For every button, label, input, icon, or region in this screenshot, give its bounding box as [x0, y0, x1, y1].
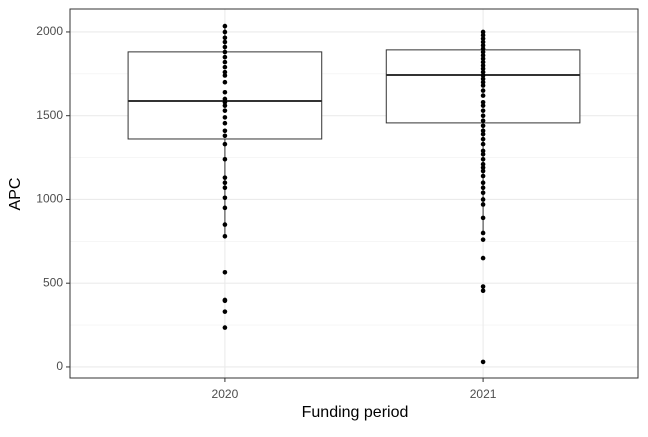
point [480, 88, 486, 93]
point [222, 298, 228, 304]
point [222, 54, 228, 60]
point [480, 173, 486, 179]
point [480, 63, 486, 68]
point [222, 180, 228, 185]
y-axis-title: APC [7, 178, 24, 211]
point [480, 165, 486, 170]
point [222, 35, 228, 41]
point [222, 73, 228, 78]
point [222, 99, 228, 105]
point [480, 103, 486, 108]
y-tick-label: 1000 [36, 192, 63, 206]
point [222, 325, 228, 330]
point [480, 141, 486, 147]
point [480, 123, 486, 129]
point [222, 49, 228, 55]
point [480, 118, 486, 124]
point [222, 156, 228, 162]
point [480, 69, 486, 75]
point [222, 141, 228, 147]
point [480, 230, 486, 236]
point [480, 180, 486, 185]
point [222, 133, 228, 139]
point [480, 93, 486, 98]
point [480, 161, 486, 167]
x-axis-title: Funding period [302, 404, 409, 421]
point [222, 59, 228, 65]
point [222, 96, 228, 102]
point [480, 148, 486, 154]
panel-border [69, 8, 639, 379]
y-tick-label: 1500 [36, 108, 63, 122]
point [480, 46, 486, 51]
y-tick-label: 0 [56, 359, 63, 373]
point [222, 108, 228, 113]
point [480, 359, 486, 365]
point [480, 215, 486, 221]
point [222, 89, 228, 95]
x-tick-label: 2020 [212, 387, 239, 401]
point [480, 43, 486, 48]
point [480, 255, 486, 261]
point [222, 309, 228, 314]
point [222, 103, 228, 108]
point [480, 131, 486, 137]
x-tick-label: 2021 [470, 387, 497, 401]
point [480, 73, 486, 78]
point [480, 39, 486, 45]
y-tick-label: 2000 [36, 24, 63, 38]
point [480, 36, 486, 41]
y-tick-label: 500 [43, 275, 63, 289]
point [480, 202, 486, 207]
point [222, 120, 228, 126]
point [480, 113, 486, 118]
point [222, 195, 228, 201]
point [480, 29, 486, 35]
point [222, 64, 228, 70]
point [222, 29, 228, 35]
point [480, 151, 486, 157]
point [480, 284, 486, 289]
point [480, 168, 486, 174]
point [222, 222, 228, 227]
point [480, 79, 486, 85]
point [480, 288, 486, 294]
point [480, 32, 486, 38]
point [222, 115, 228, 120]
point [222, 23, 228, 29]
point [222, 175, 228, 180]
point [480, 66, 486, 72]
point [480, 76, 486, 82]
point [480, 156, 486, 162]
point [480, 83, 486, 88]
point [222, 233, 228, 239]
point [222, 39, 228, 45]
point [222, 79, 228, 85]
point [480, 237, 486, 242]
point [480, 190, 486, 196]
point [480, 59, 486, 65]
point [222, 128, 228, 134]
point [222, 44, 228, 50]
point [480, 128, 486, 134]
point [480, 108, 486, 113]
point [480, 53, 486, 58]
point [222, 185, 228, 191]
point [480, 136, 486, 142]
point [222, 205, 228, 211]
point [480, 99, 486, 105]
point [480, 49, 486, 55]
point [222, 270, 228, 275]
point [480, 185, 486, 191]
point [222, 69, 228, 75]
point [480, 56, 486, 62]
point [480, 197, 486, 202]
